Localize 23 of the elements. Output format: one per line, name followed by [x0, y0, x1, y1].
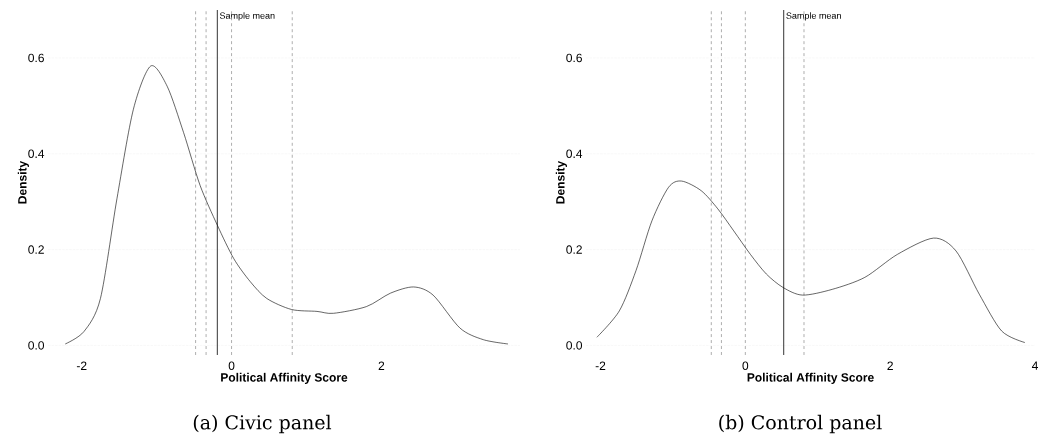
- y-axis-title: Density: [555, 160, 567, 204]
- y-tick-label: 0.0: [566, 341, 583, 350]
- y-tick-label: 0.6: [28, 53, 44, 63]
- y-tick-label: 0.2: [566, 245, 582, 254]
- x-tick-label: 2: [378, 361, 385, 370]
- x-tick-label: -2: [76, 361, 87, 370]
- y-tick-label: 0.2: [28, 245, 44, 254]
- y-tick-label: 0.6: [566, 53, 582, 63]
- x-axis-title: Political Affinity Score: [747, 372, 874, 385]
- y-tick-label: 0.4: [566, 149, 583, 159]
- x-tick-label: 2: [887, 361, 893, 370]
- text: (b) Control panel: [719, 414, 882, 434]
- text: (a) Civic panel: [193, 414, 332, 434]
- x-tick-label: 4: [1031, 361, 1038, 370]
- x-tick-label: 0: [228, 361, 235, 371]
- y-tick-label: 0.4: [28, 149, 45, 159]
- x-tick-label: -2: [595, 361, 606, 370]
- y-tick-label: 0.0: [28, 341, 45, 350]
- ref-line-label: Sample mean: [786, 12, 841, 21]
- ref-line-label: Sample mean: [219, 12, 275, 21]
- x-tick-label: 0: [742, 361, 749, 371]
- y-axis-title: Density: [17, 160, 29, 204]
- x-axis-title: Political Affinity Score: [221, 372, 348, 385]
